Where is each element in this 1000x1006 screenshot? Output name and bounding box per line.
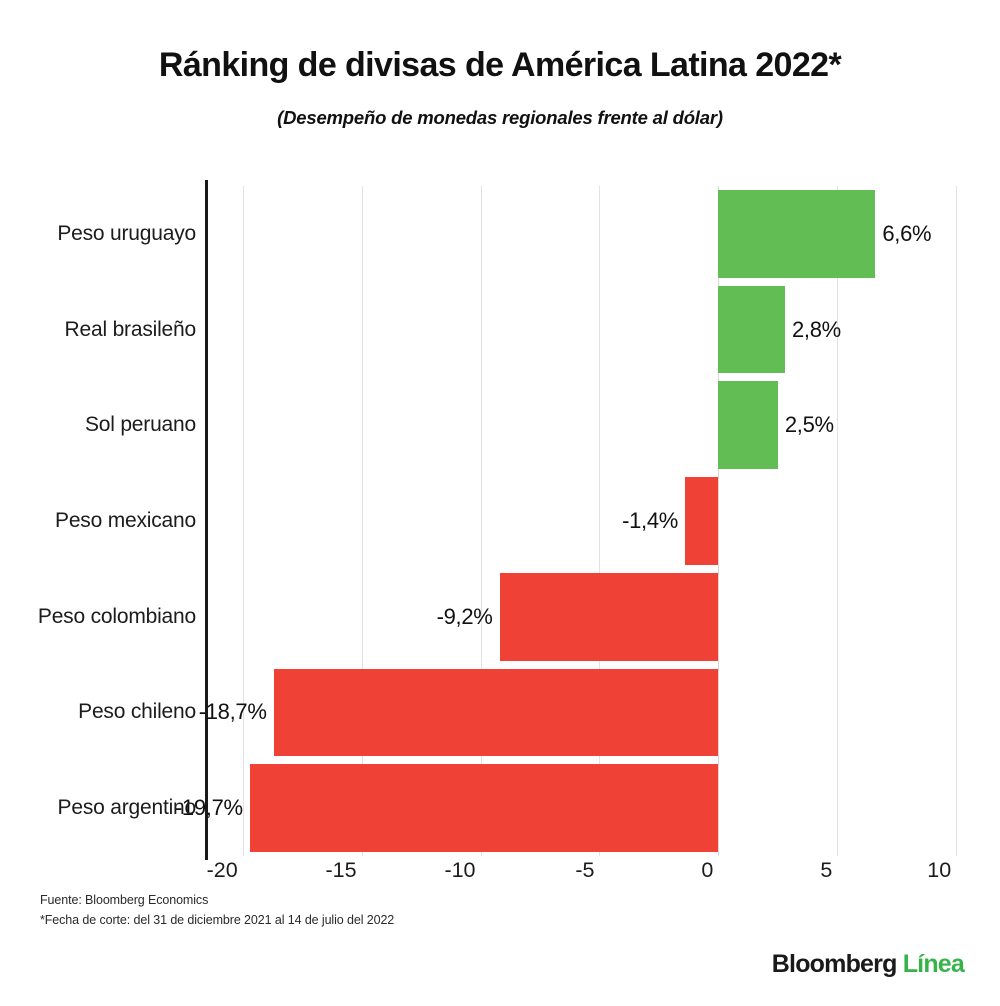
bar[interactable] <box>249 764 719 852</box>
brand-logo-bloomberg: Bloomberg <box>771 950 898 978</box>
y-axis-spine <box>205 180 208 860</box>
bar[interactable] <box>273 668 719 757</box>
bar-value-label: -18,7% <box>198 699 267 725</box>
bar[interactable] <box>718 190 876 278</box>
x-axis-tick-labels: -20 -15 -10 -5 0 5 10 <box>207 858 980 888</box>
bar-value-label: -1,4% <box>622 507 679 533</box>
chart-header: Ránking de divisas de América Latina 202… <box>0 0 1000 129</box>
bar-value-label: 2,5% <box>784 412 834 438</box>
bar-row: -19,7% <box>175 760 980 856</box>
bar[interactable] <box>718 381 778 470</box>
footer-notes: Fuente: Bloomberg Economics *Fecha de co… <box>40 890 394 931</box>
bar-value-label: -19,7% <box>174 795 243 821</box>
bar-row: 2,8% <box>207 282 980 378</box>
category-label: Sol peruano <box>84 413 196 437</box>
brand-logo: Bloomberg Línea <box>771 950 965 979</box>
y-axis-category-labels: Peso uruguayo Real brasileño Sol peruano Pe… <box>0 186 196 856</box>
category-label: Peso mexicano <box>55 508 196 532</box>
x-tick-label: 5 <box>820 858 833 882</box>
gridline <box>956 186 958 856</box>
category-label: Peso argentino <box>57 796 197 820</box>
gridline <box>361 186 363 856</box>
x-tick-label: 0 <box>701 858 714 882</box>
chart-subtitle: (Desempeño de monedas regionales frente … <box>277 107 723 129</box>
category-label: Peso colombiano <box>37 604 196 628</box>
bar-row: -18,7% <box>199 665 980 761</box>
bar-value-label: -9,2% <box>436 603 493 629</box>
bar[interactable] <box>685 477 719 565</box>
category-label: Peso uruguayo <box>57 221 196 245</box>
category-label: Real brasileño <box>64 317 197 341</box>
zero-line <box>718 186 720 856</box>
x-tick-label: -10 <box>444 858 476 882</box>
bar-value-label: 6,6% <box>882 220 932 246</box>
bar-row: -9,2% <box>207 569 980 665</box>
gridline <box>242 186 244 856</box>
cutoff-note: *Fecha de corte: del 31 de diciembre 202… <box>40 913 395 928</box>
x-tick-label: -20 <box>206 858 238 882</box>
bar-value-label: 2,8% <box>791 316 841 342</box>
gridline <box>480 186 482 856</box>
bar-row: 6,6% <box>207 186 980 282</box>
bar[interactable] <box>499 572 719 661</box>
bar-row: 2,5% <box>207 377 980 473</box>
page-title: Ránking de divisas de América Latina 202… <box>158 46 842 84</box>
gridline <box>837 186 839 856</box>
x-tick-label: 10 <box>927 858 952 882</box>
source-text: Fuente: Bloomberg Economics <box>40 893 209 907</box>
bar-row: -1,4% <box>207 473 980 569</box>
category-label: Peso chileno <box>78 700 196 724</box>
x-tick-label: -5 <box>575 858 595 882</box>
plot-area: 6,6% 2,8% 2,5% -1,4% -9,2% -18,7% -19,7% <box>175 186 980 856</box>
bar[interactable] <box>718 285 785 374</box>
x-tick-label: -15 <box>325 858 357 882</box>
brand-logo-linea: Línea <box>902 950 965 978</box>
gridline <box>599 186 601 856</box>
